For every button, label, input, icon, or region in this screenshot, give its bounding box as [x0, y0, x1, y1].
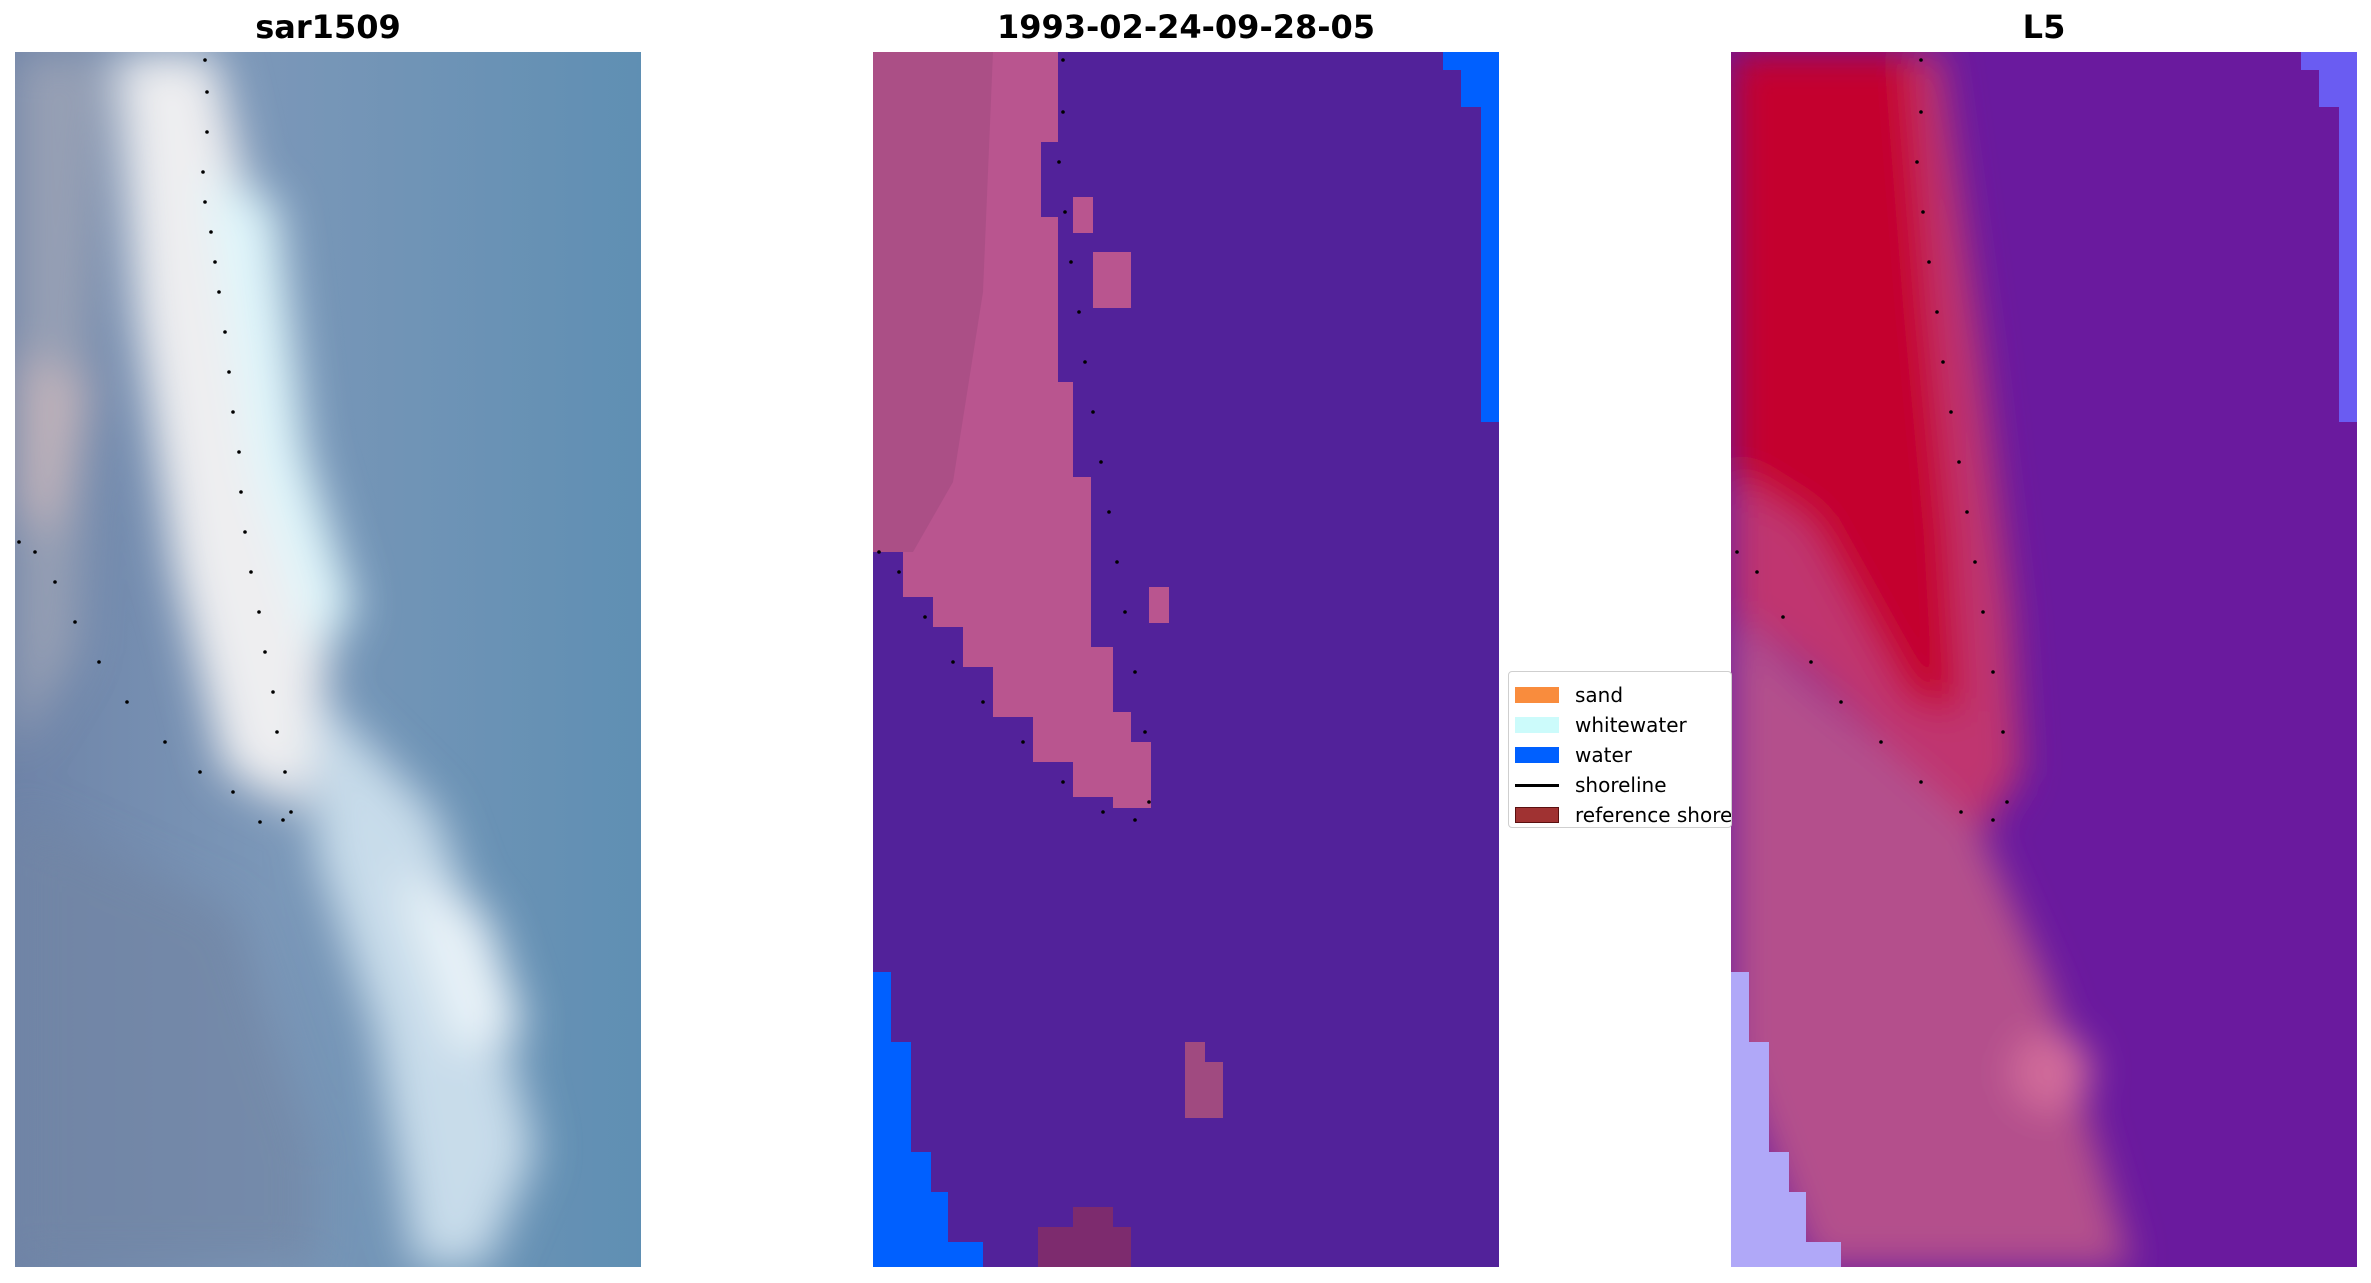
panel-title-rgb: sar1509 — [255, 8, 401, 46]
water-swatch — [1515, 747, 1559, 763]
legend-item-whitewater: whitewater — [1515, 713, 1687, 737]
legend-item-water: water — [1515, 743, 1632, 767]
reference-shoreline-swatch — [1515, 807, 1559, 823]
sand-swatch — [1515, 687, 1559, 703]
index-panel — [1731, 52, 2357, 1267]
legend-item-shoreline: shoreline — [1515, 773, 1667, 797]
legend-label-sand: sand — [1575, 683, 1624, 707]
legend-label-reference-shoreline: reference shoreline — [1575, 803, 1732, 827]
water-index-pixels — [1731, 52, 2357, 1267]
index-map — [1731, 52, 2357, 1267]
legend-label-shoreline: shoreline — [1575, 773, 1667, 797]
classification-panel — [873, 52, 1499, 1267]
panel-title-index: L5 — [2022, 8, 2066, 46]
panel-title-classification: 1993-02-24-09-28-05 — [996, 8, 1376, 46]
classification-map — [873, 52, 1499, 1267]
legend-label-water: water — [1575, 743, 1632, 767]
shoreline-line — [1515, 783, 1559, 787]
legend-label-whitewater: whitewater — [1575, 713, 1687, 737]
reference-shoreline-dots — [17, 58, 293, 824]
rgb-image-panel — [15, 52, 641, 1267]
legend-item-sand: sand — [1515, 683, 1624, 707]
legend-item-reference-shoreline: reference shoreline — [1515, 803, 1732, 827]
rgb-satellite-image — [15, 52, 641, 1267]
legend: sand whitewater water shoreline referenc… — [1508, 671, 1732, 828]
water-class-pixels — [873, 52, 1499, 1267]
whitewater-swatch — [1515, 717, 1559, 733]
